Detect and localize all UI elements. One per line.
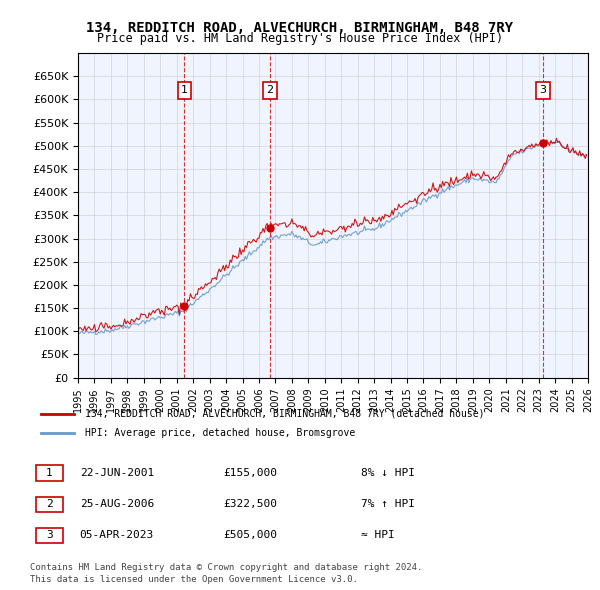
- Text: £322,500: £322,500: [223, 499, 277, 509]
- Text: 1: 1: [46, 468, 53, 478]
- Text: 2: 2: [46, 499, 53, 509]
- Text: Contains HM Land Registry data © Crown copyright and database right 2024.: Contains HM Land Registry data © Crown c…: [30, 563, 422, 572]
- FancyBboxPatch shape: [35, 466, 63, 480]
- Text: 3: 3: [539, 85, 547, 95]
- Text: £155,000: £155,000: [223, 468, 277, 478]
- Text: 1: 1: [181, 85, 188, 95]
- FancyBboxPatch shape: [35, 528, 63, 543]
- Text: 7% ↑ HPI: 7% ↑ HPI: [361, 499, 415, 509]
- Text: Price paid vs. HM Land Registry's House Price Index (HPI): Price paid vs. HM Land Registry's House …: [97, 32, 503, 45]
- Text: 8% ↓ HPI: 8% ↓ HPI: [361, 468, 415, 478]
- Text: 22-JUN-2001: 22-JUN-2001: [80, 468, 154, 478]
- Text: 3: 3: [46, 530, 53, 540]
- Text: 05-APR-2023: 05-APR-2023: [80, 530, 154, 540]
- Text: This data is licensed under the Open Government Licence v3.0.: This data is licensed under the Open Gov…: [30, 575, 358, 584]
- FancyBboxPatch shape: [35, 497, 63, 512]
- Text: HPI: Average price, detached house, Bromsgrove: HPI: Average price, detached house, Brom…: [85, 428, 355, 438]
- Text: £505,000: £505,000: [223, 530, 277, 540]
- Text: 134, REDDITCH ROAD, ALVECHURCH, BIRMINGHAM, B48 7RY (detached house): 134, REDDITCH ROAD, ALVECHURCH, BIRMINGH…: [85, 409, 485, 418]
- Text: 2: 2: [266, 85, 273, 95]
- Text: 25-AUG-2006: 25-AUG-2006: [80, 499, 154, 509]
- Text: ≈ HPI: ≈ HPI: [361, 530, 395, 540]
- Text: 134, REDDITCH ROAD, ALVECHURCH, BIRMINGHAM, B48 7RY: 134, REDDITCH ROAD, ALVECHURCH, BIRMINGH…: [86, 21, 514, 35]
